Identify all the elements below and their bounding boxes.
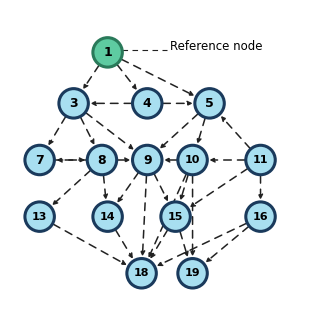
Circle shape — [25, 145, 54, 175]
Text: 4: 4 — [143, 97, 152, 110]
Circle shape — [195, 89, 224, 118]
Circle shape — [161, 202, 190, 231]
Circle shape — [132, 89, 162, 118]
Circle shape — [178, 259, 207, 288]
Circle shape — [59, 89, 88, 118]
Text: 5: 5 — [205, 97, 214, 110]
Text: 10: 10 — [185, 155, 200, 165]
Circle shape — [132, 145, 162, 175]
Text: 11: 11 — [253, 155, 268, 165]
Text: 13: 13 — [32, 212, 47, 222]
Circle shape — [246, 202, 275, 231]
Circle shape — [178, 145, 207, 175]
Text: 3: 3 — [69, 97, 78, 110]
Circle shape — [93, 38, 122, 67]
Circle shape — [25, 202, 54, 231]
Text: 9: 9 — [143, 154, 152, 166]
Circle shape — [246, 145, 275, 175]
Text: 8: 8 — [98, 154, 106, 166]
Text: 1: 1 — [103, 46, 112, 59]
Text: 16: 16 — [253, 212, 268, 222]
Text: 19: 19 — [185, 268, 200, 278]
Text: 14: 14 — [100, 212, 116, 222]
Circle shape — [93, 202, 122, 231]
Text: 15: 15 — [168, 212, 183, 222]
Circle shape — [87, 145, 117, 175]
Text: Reference node: Reference node — [170, 40, 262, 53]
Circle shape — [127, 259, 156, 288]
Text: 7: 7 — [35, 154, 44, 166]
Text: 18: 18 — [134, 268, 149, 278]
